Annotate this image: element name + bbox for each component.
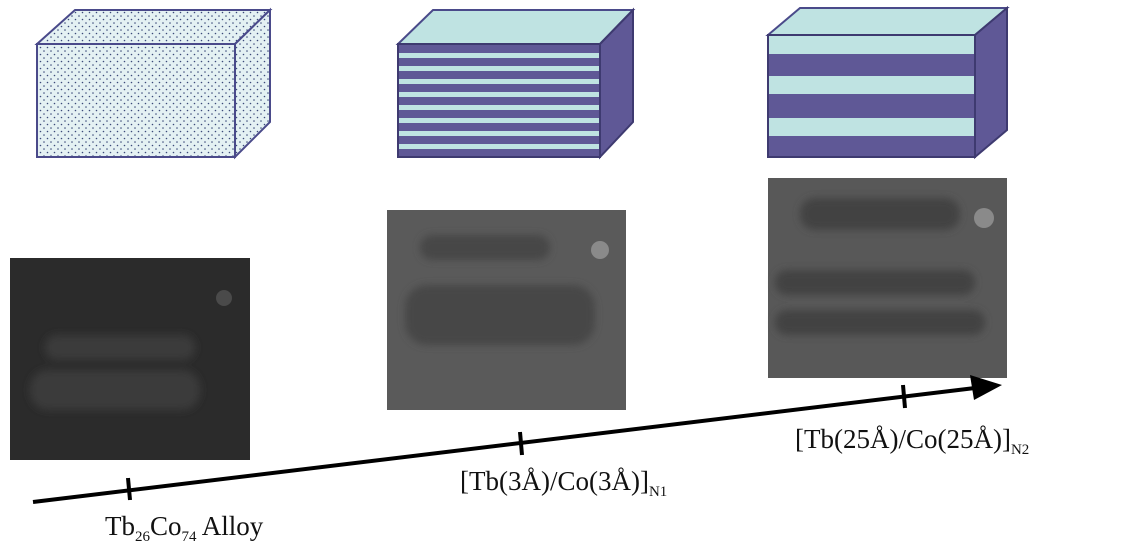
thick-multilayer-label: [Tb(25Å)/Co(25Å)]N2	[795, 424, 1029, 458]
label-subscript: N2	[1011, 442, 1029, 458]
thin-multilayer-block	[398, 10, 633, 157]
arrow-head	[970, 375, 1002, 400]
label-part: Tb	[105, 511, 135, 541]
label-part: Alloy	[197, 511, 264, 541]
label-subscript: N1	[649, 484, 667, 500]
label-part: [Tb(25Å)/Co(25Å)]	[795, 424, 1011, 454]
diagram: Tb26Co74 Alloy [Tb(3Å)/Co(3Å)]N1 [Tb(25Å…	[0, 0, 1130, 546]
alloy-block	[37, 10, 270, 157]
label-subscript: 74	[182, 529, 198, 545]
thin-multilayer-label: [Tb(3Å)/Co(3Å)]N1	[460, 466, 667, 500]
alloy-label: Tb26Co74 Alloy	[105, 511, 264, 545]
image-alloy	[10, 258, 250, 460]
thick-multilayer-block	[768, 8, 1007, 157]
image-thin-multilayer	[387, 210, 626, 410]
image-thick-multilayer	[768, 178, 1007, 378]
label-part: [Tb(3Å)/Co(3Å)]	[460, 466, 649, 496]
label-subscript: 26	[135, 529, 151, 545]
page: Tb26Co74 Alloy [Tb(3Å)/Co(3Å)]N1 [Tb(25Å…	[0, 0, 1130, 546]
label-part: Co	[150, 511, 182, 541]
